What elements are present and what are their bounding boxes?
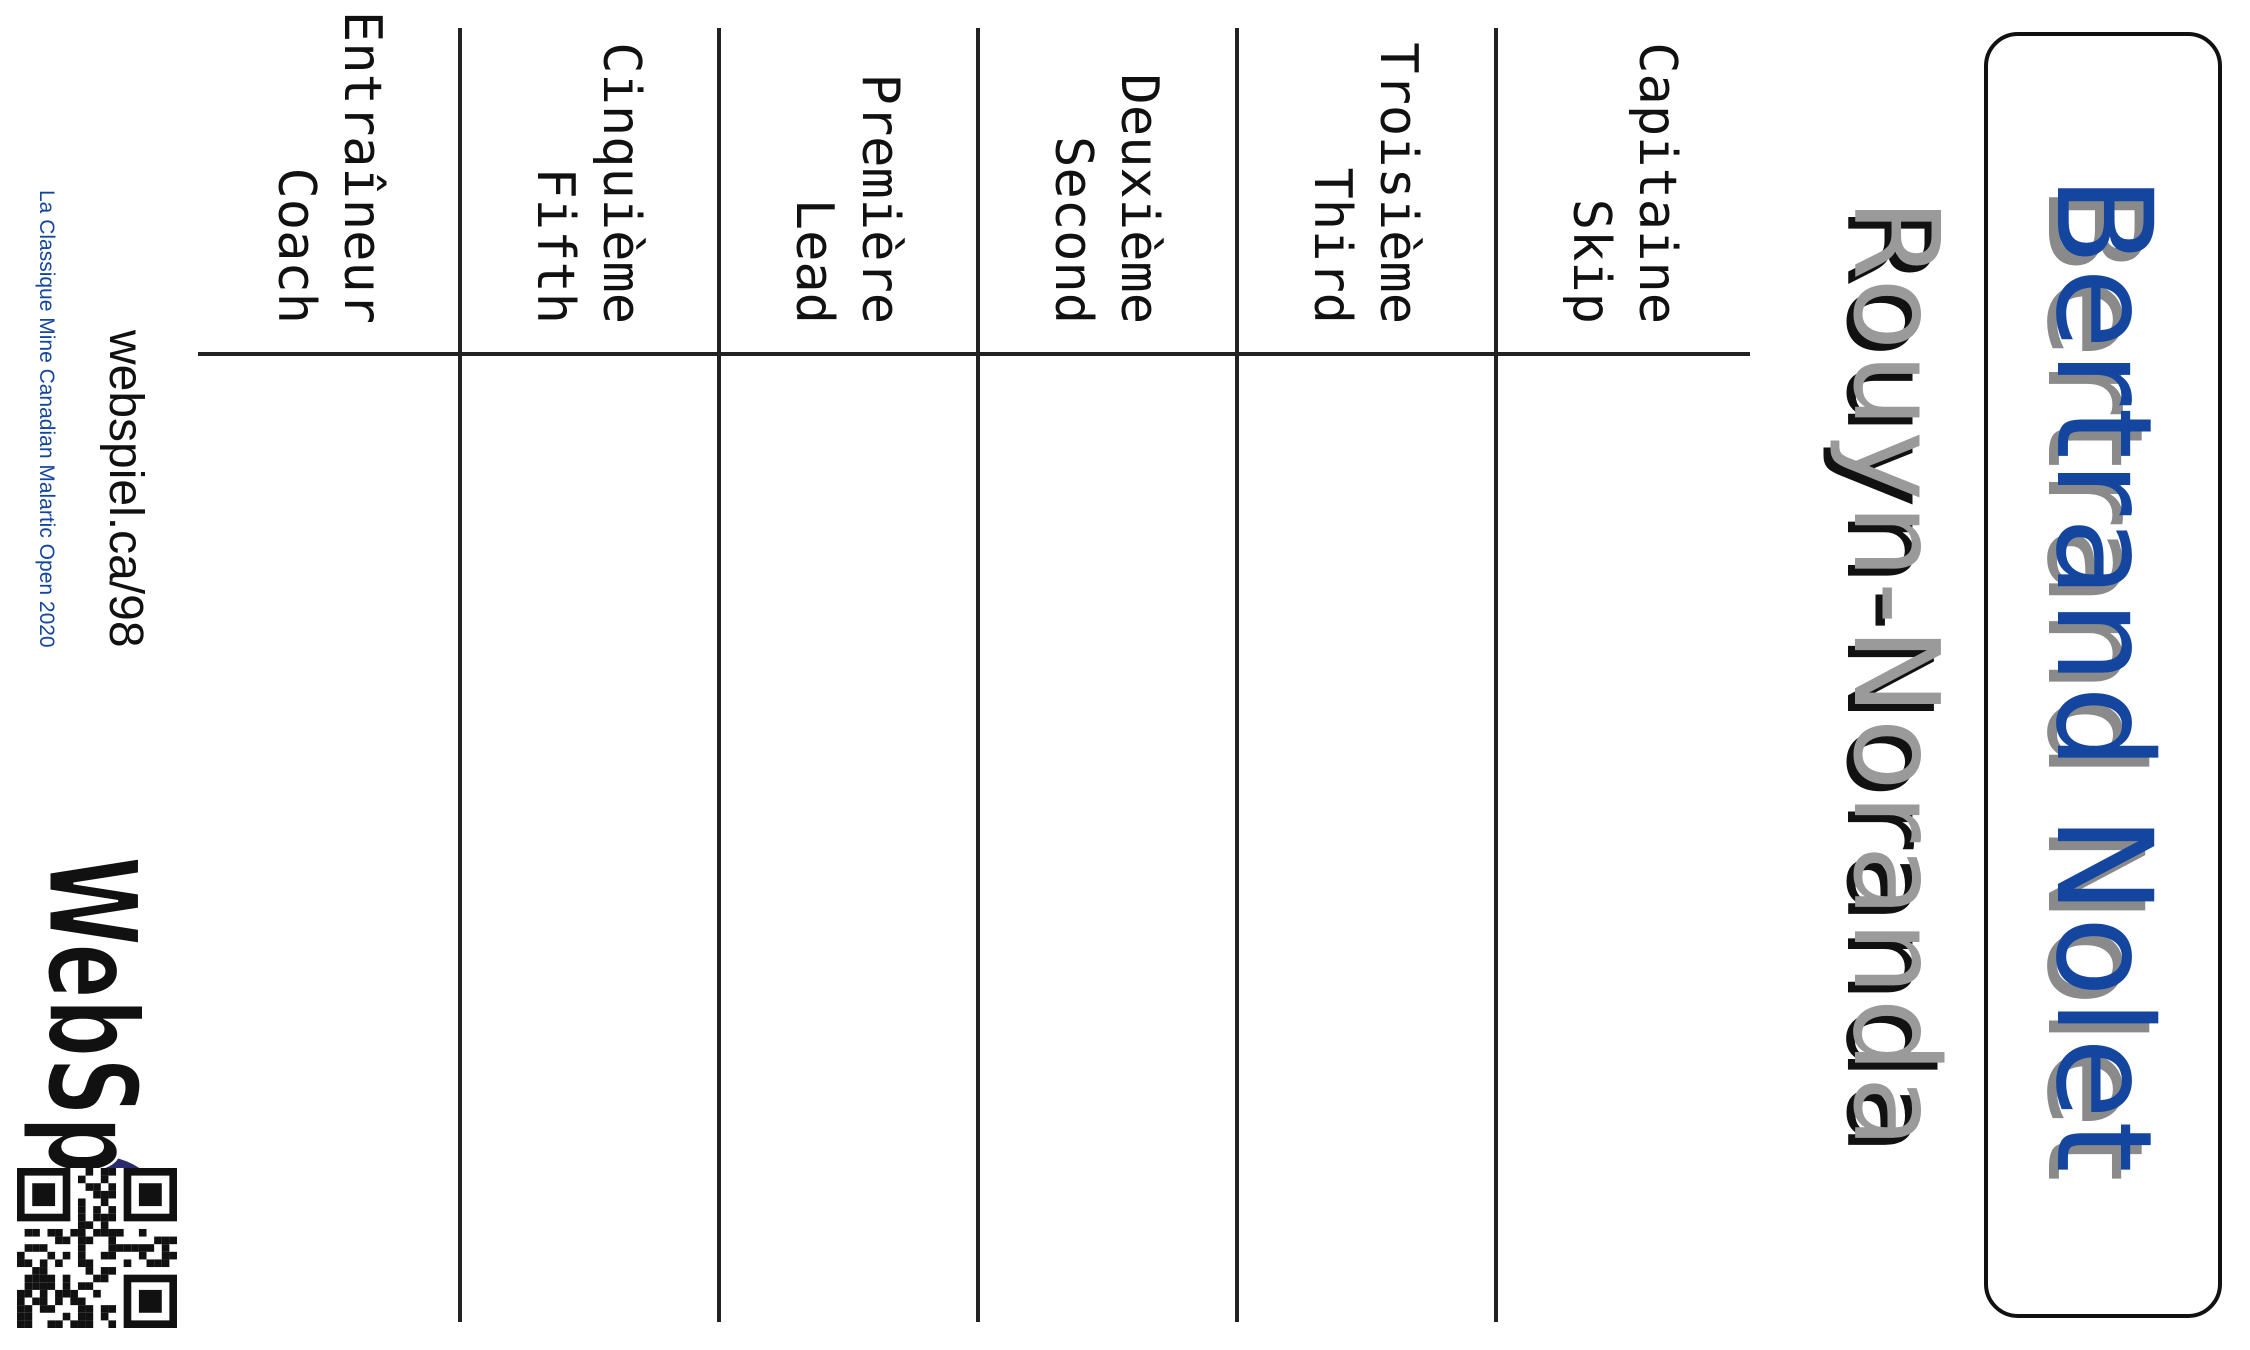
- position-en: Third: [1302, 167, 1362, 324]
- position-label: Entraîneur Coach: [203, 11, 455, 350]
- roster-row-second: Deuxième Second: [976, 28, 1232, 1322]
- event-name: La Classique Mine Canadian Malartic Open…: [35, 190, 58, 648]
- position-en: Fifth: [525, 167, 585, 324]
- label-column-divider: [198, 352, 1750, 356]
- position-fr: Cinquième: [591, 42, 651, 324]
- qr-code-icon: [17, 1168, 177, 1328]
- roster-row-fifth: Cinquième Fifth: [458, 28, 714, 1322]
- footer: WebSpiel webspiel.ca/98 La Classique Min…: [0, 0, 195, 1350]
- position-en: Second: [1043, 136, 1103, 324]
- roster-table: Capitaine Skip Troisième Third Deuxième …: [195, 11, 1750, 1322]
- position-label: Cinquième Fifth: [462, 28, 714, 350]
- roster-row-lead: Première Lead: [717, 28, 973, 1322]
- position-fr: Capitaine: [1627, 42, 1687, 324]
- team-city: Rouyn-Noranda: [1827, 198, 1965, 1152]
- position-label: Première Lead: [721, 28, 973, 350]
- position-en: Coach: [266, 167, 326, 324]
- position-fr: Première: [850, 73, 910, 324]
- position-label: Deuxième Second: [980, 28, 1232, 350]
- position-fr: Troisième: [1368, 42, 1428, 324]
- team-name: Bertrand Nolet: [2026, 175, 2180, 1175]
- roster-row-coach: Entraîneur Coach: [199, 11, 455, 1322]
- roster-row-third: Troisième Third: [1235, 28, 1491, 1322]
- position-fr: Deuxième: [1109, 73, 1169, 324]
- team-name-box: Bertrand Nolet: [1984, 32, 2222, 1318]
- position-en: Skip: [1561, 198, 1621, 324]
- position-fr: Entraîneur: [332, 10, 392, 324]
- roster-row-skip: Capitaine Skip: [1494, 28, 1750, 1322]
- position-label: Capitaine Skip: [1498, 28, 1750, 350]
- position-label: Troisième Third: [1239, 28, 1491, 350]
- site-url: webspiel.ca/98: [99, 330, 152, 648]
- position-en: Lead: [784, 198, 844, 324]
